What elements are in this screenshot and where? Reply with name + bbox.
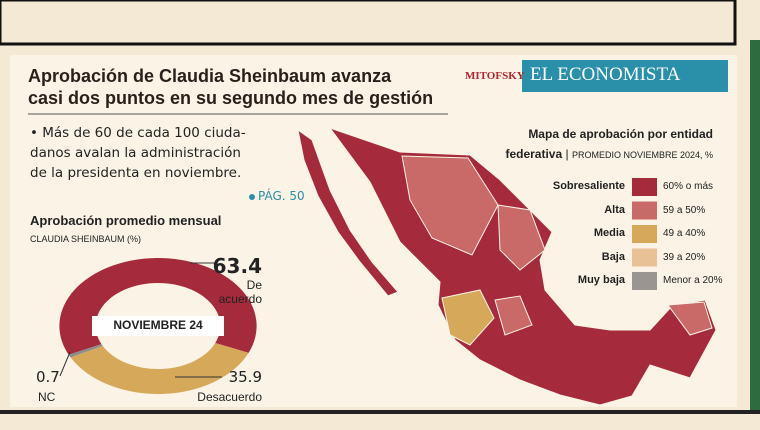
donut <box>59 258 257 394</box>
summary-line: de la presidenta en noviembre. <box>30 165 242 181</box>
center-label: NOVIEMBRE 24 <box>113 318 203 332</box>
legend-swatch <box>632 201 657 220</box>
map-region <box>441 289 495 346</box>
legend-label: Media <box>593 227 625 239</box>
page-ref: PÁG. 50 <box>258 189 305 203</box>
legend <box>632 178 657 290</box>
category-label: Desacuerdo <box>197 390 262 404</box>
summary-line: danos avalan la administración <box>30 145 241 161</box>
legend-swatch <box>632 225 657 243</box>
logo-banner <box>522 60 728 92</box>
bottom-rule <box>0 410 760 414</box>
side-strip <box>750 40 760 410</box>
title: Aprobación de Claudia Sheinbaum avanza <box>28 66 392 86</box>
donut-segment <box>68 344 103 358</box>
legend-range: 60% o más <box>663 181 714 192</box>
logo: EL ECONOMISTA <box>530 64 681 85</box>
legend-range: Menor a 20% <box>663 275 723 286</box>
legend-swatch <box>632 248 657 267</box>
map-region <box>497 204 546 271</box>
category-label: De acuerdo <box>218 278 262 306</box>
category-label: NC <box>38 390 56 404</box>
map-region <box>401 155 499 256</box>
legend-label: Muy baja <box>577 274 625 286</box>
legend-swatch <box>632 178 657 196</box>
dot <box>249 194 255 200</box>
chart-title: Aprobación promedio mensual <box>30 213 222 228</box>
center-box <box>92 316 224 336</box>
legend-range: 59 a 50% <box>663 204 706 216</box>
value-label: 35.9 <box>228 368 262 386</box>
summary-line: • Más de 60 de cada 100 ciuda- <box>30 125 246 141</box>
map-region <box>494 295 533 336</box>
legend-label: Baja <box>601 250 625 263</box>
map-title: federativa <box>505 147 563 161</box>
chart-subtitle: CLAUDIA SHEINBAUM (%) <box>30 234 142 244</box>
map-title: Mapa de aprobación por entidad <box>528 127 713 141</box>
legend-label: Sobresaliente <box>552 180 625 192</box>
donut-segment <box>70 342 249 394</box>
map <box>297 127 717 406</box>
top-box <box>0 0 737 46</box>
map-region <box>297 128 399 297</box>
legend-swatch <box>632 272 657 290</box>
legend-label: Alta <box>604 203 625 216</box>
leader <box>59 351 71 377</box>
value-label: 0.7 <box>36 368 60 386</box>
legend-range: 39 a 20% <box>663 251 706 263</box>
value-label: 63.4 <box>212 254 262 278</box>
map-subtitle: PROMEDIO NOVIEMBRE 2024, % <box>571 150 713 160</box>
title: casi dos puntos en su segundo mes de ges… <box>28 88 434 108</box>
legend-range: 49 a 40% <box>663 228 706 239</box>
logo: MITOFSKY <box>465 70 525 82</box>
donut-segment <box>59 258 257 355</box>
map-region <box>667 301 713 336</box>
